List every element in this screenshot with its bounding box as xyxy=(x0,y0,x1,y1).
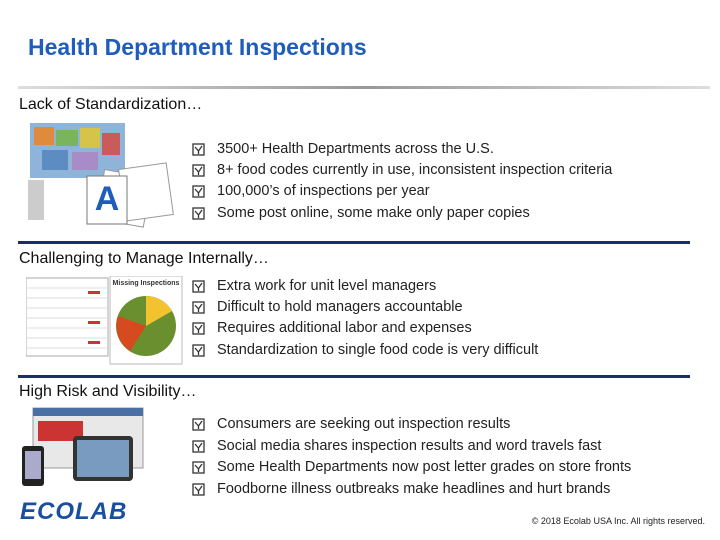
map-state xyxy=(80,128,100,148)
map-state xyxy=(42,150,68,170)
copyright: © 2018 Ecolab USA Inc. All rights reserv… xyxy=(531,516,705,526)
grade-card xyxy=(86,175,128,225)
map-state xyxy=(102,133,120,155)
bullet-icon xyxy=(192,482,205,496)
bullet-icon xyxy=(192,279,205,293)
map-legend xyxy=(28,180,44,220)
map-state xyxy=(34,127,54,145)
bullet-text: Requires additional labor and expenses xyxy=(217,320,472,336)
map-image: A xyxy=(28,123,174,228)
bullet-icon xyxy=(192,460,205,474)
bullet-text: Social media shares inspection results a… xyxy=(217,438,602,454)
bullet-item: Consumers are seeking out inspection res… xyxy=(192,416,510,432)
bullet-icon xyxy=(192,163,205,177)
bullet-icon xyxy=(192,206,205,220)
slide-title: Health Department Inspections xyxy=(28,34,367,60)
bullet-icon xyxy=(192,184,205,198)
grade-letter: A xyxy=(95,180,120,218)
bullet-icon xyxy=(192,439,205,453)
map-state xyxy=(56,130,78,146)
bullet-item: 3500+ Health Departments across the U.S. xyxy=(192,141,494,157)
bullet-text: 100,000’s of inspections per year xyxy=(217,183,430,199)
image-caption: Missing Inspections xyxy=(113,280,180,287)
bullet-text: 8+ food codes currently in use, inconsis… xyxy=(217,162,613,178)
section-heading: Lack of Standardization… xyxy=(19,96,203,113)
bullet-icon xyxy=(192,343,205,357)
bullet-item: Some post online, some make only paper c… xyxy=(192,205,530,221)
bullet-item: Extra work for unit level managers xyxy=(192,278,436,294)
bullet-text: Consumers are seeking out inspection res… xyxy=(217,416,511,432)
section-rule xyxy=(18,241,690,244)
bullet-icon xyxy=(192,321,205,335)
bullet-text: Some Health Departments now post letter … xyxy=(217,459,632,475)
section-heading: Challenging to Manage Internally… xyxy=(19,250,269,267)
bullet-item: Difficult to hold managers accountable xyxy=(192,299,463,315)
bullet-item: 100,000’s of inspections per year xyxy=(192,183,430,199)
bullet-item: Some Health Departments now post letter … xyxy=(192,459,631,475)
bullet-item: 8+ food codes currently in use, inconsis… xyxy=(192,162,612,178)
company-logo: ECOLAB xyxy=(20,498,128,525)
bullet-icon xyxy=(192,417,205,431)
bullet-item: Social media shares inspection results a… xyxy=(192,438,601,454)
bullet-text: Some post online, some make only paper c… xyxy=(217,205,530,221)
bullet-text: Foodborne illness outbreaks make headlin… xyxy=(217,481,611,497)
bullet-item: Standardization to single food code is v… xyxy=(192,342,538,358)
bullet-item: Requires additional labor and expenses xyxy=(192,320,472,336)
section-rule xyxy=(18,375,690,378)
bullet-text: 3500+ Health Departments across the U.S. xyxy=(217,141,494,157)
table-chart-image: Missing Inspections xyxy=(26,276,183,365)
section-heading: High Risk and Visibility… xyxy=(19,383,197,400)
title-rule xyxy=(18,86,710,89)
bullet-icon xyxy=(192,142,205,156)
bullet-text: Standardization to single food code is v… xyxy=(217,342,539,358)
devices-image xyxy=(22,407,144,486)
map-state xyxy=(72,152,98,170)
bullet-text: Extra work for unit level managers xyxy=(217,278,437,294)
bullet-text: Difficult to hold managers accountable xyxy=(217,299,463,315)
bullet-icon xyxy=(192,300,205,314)
bullet-item: Foodborne illness outbreaks make headlin… xyxy=(192,481,610,497)
table-image xyxy=(26,277,109,357)
